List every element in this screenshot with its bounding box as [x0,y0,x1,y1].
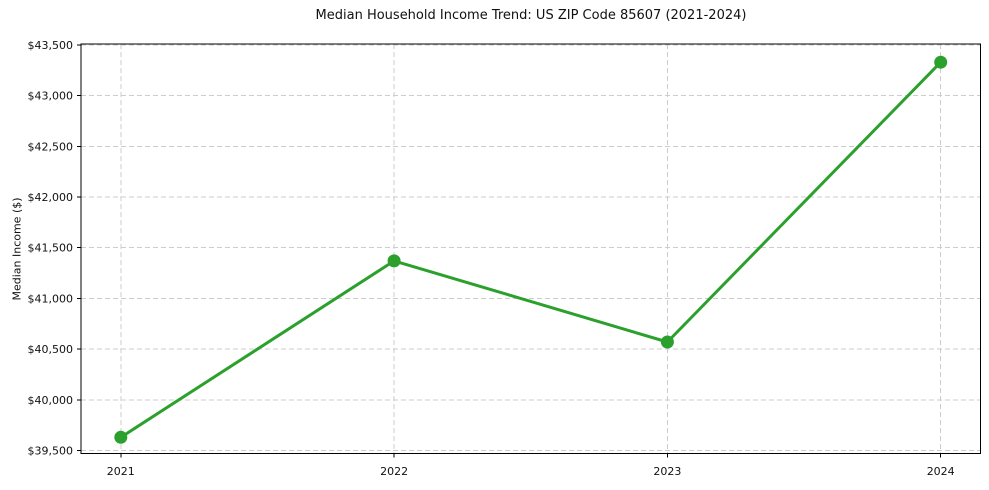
axis-ticks [77,44,942,458]
data-point-2023 [660,335,674,349]
x-tick-label: 2023 [653,465,681,478]
y-tick-label: $39,500 [28,445,74,458]
y-tick-label: $41,500 [28,242,74,255]
data-point-2021 [114,430,128,444]
y-tick-label: $40,500 [28,343,74,356]
y-tick-label: $41,000 [28,292,74,305]
y-tick-label: $43,500 [28,39,74,52]
plot-border [80,43,981,454]
x-tick-label: 2022 [380,465,408,478]
chart-title: Median Household Income Trend: US ZIP Co… [315,8,747,23]
data-point-2024 [934,55,948,69]
data-point-2022 [387,254,401,268]
x-tick-label: 2021 [107,465,135,478]
y-tick-label: $42,500 [28,140,74,153]
gridlines [81,44,981,454]
y-tick-label: $43,000 [28,90,74,103]
x-tick-label: 2024 [927,465,955,478]
y-tick-label: $42,000 [28,191,74,204]
income-trend-line [119,60,943,439]
y-tick-label: $40,000 [28,394,74,407]
